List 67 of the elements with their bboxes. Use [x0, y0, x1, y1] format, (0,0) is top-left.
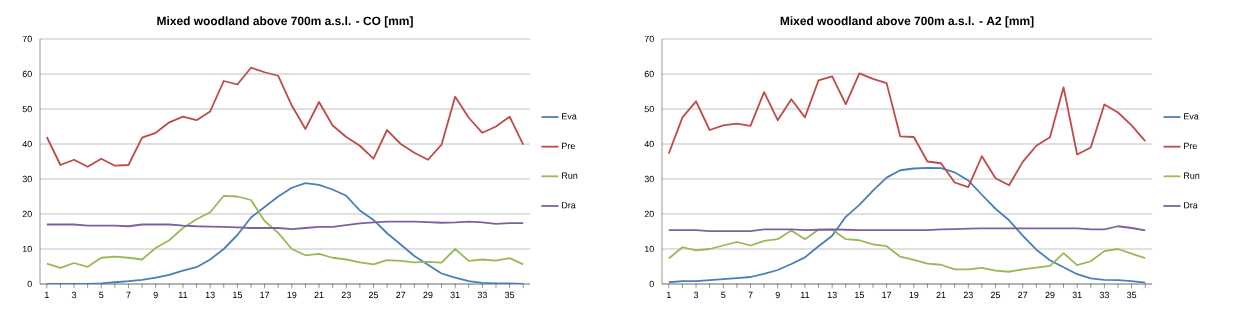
x-tick-label: 19: [287, 291, 297, 299]
x-tick-label: 27: [396, 291, 406, 299]
x-tick-label: 13: [205, 291, 215, 299]
x-tick-label: 13: [827, 291, 837, 299]
x-tick-label: 15: [233, 291, 242, 299]
y-tick-label: 20: [644, 210, 654, 218]
x-tick-label: 23: [963, 291, 973, 299]
legend-label: Dra: [1184, 202, 1198, 209]
x-tick-label: 11: [800, 291, 810, 298]
y-tick-label: 50: [22, 105, 32, 113]
y-tick-label: 30: [644, 175, 654, 183]
x-tick-label: 9: [775, 291, 780, 299]
y-tick-label: 50: [644, 105, 654, 113]
x-tick-label: 5: [99, 291, 104, 299]
x-tick-label: 17: [882, 291, 892, 298]
legend-label: Eva: [562, 113, 577, 120]
x-tick-label: 5: [721, 291, 726, 299]
x-tick-label: 3: [71, 291, 77, 299]
x-tick-label: 7: [748, 291, 753, 298]
x-tick-label: 35: [1126, 291, 1137, 299]
x-tick-label: 23: [341, 291, 351, 299]
x-tick-label: 27: [1018, 291, 1028, 299]
legend-label: Dra: [562, 202, 576, 209]
x-tick-label: 25: [990, 291, 1001, 299]
x-tick-label: 29: [423, 291, 433, 299]
line-series: [667, 166, 1147, 284]
y-tick-label: 40: [22, 140, 32, 148]
y-tick-label: 30: [22, 175, 32, 183]
legend-label: Run: [562, 172, 578, 179]
x-tick-label: 29: [1045, 291, 1055, 299]
x-tick-label: 21: [936, 291, 946, 299]
line-series: [667, 72, 1147, 188]
y-tick-label: 0: [27, 280, 32, 288]
y-tick-label: 60: [22, 70, 32, 78]
legend-label: Pre: [562, 142, 575, 150]
x-tick-label: 33: [1099, 291, 1109, 299]
legend-label: Run: [1184, 172, 1200, 179]
x-tick-label: 33: [477, 291, 487, 299]
x-tick-label: 9: [153, 291, 158, 299]
x-tick-label: 1: [667, 291, 671, 298]
line-series: [667, 228, 1147, 273]
x-tick-label: 19: [909, 291, 919, 299]
x-tick-label: 25: [368, 291, 379, 299]
chart-title: Mixed woodland above 700m a.s.l. - A2 [mm]: [780, 16, 1034, 28]
y-tick-label: 70: [22, 35, 32, 43]
x-tick-label: 21: [314, 291, 324, 299]
x-tick-label: 31: [450, 291, 460, 299]
x-tick-label: 1: [45, 291, 49, 298]
x-tick-label: 17: [260, 291, 270, 298]
x-tick-label: 15: [855, 291, 864, 299]
x-tick-label: 3: [693, 291, 699, 299]
line-series: [45, 194, 525, 269]
y-tick-label: 0: [649, 280, 654, 288]
chart-title: Mixed woodland above 700m a.s.l. - CO [mm]: [157, 16, 413, 28]
y-tick-label: 10: [22, 245, 32, 253]
y-tick-label: 70: [644, 35, 654, 43]
y-tick-label: 10: [644, 245, 654, 253]
legend-label: Pre: [1184, 142, 1197, 150]
x-tick-label: 35: [504, 291, 515, 299]
line-series: [45, 66, 525, 168]
y-tick-label: 60: [644, 70, 654, 78]
y-tick-label: 40: [644, 140, 654, 148]
x-tick-label: 11: [178, 291, 188, 298]
x-tick-label: 31: [1072, 291, 1082, 299]
x-tick-label: 7: [126, 291, 131, 298]
legend-label: Eva: [1184, 113, 1199, 120]
y-tick-label: 20: [22, 210, 32, 218]
